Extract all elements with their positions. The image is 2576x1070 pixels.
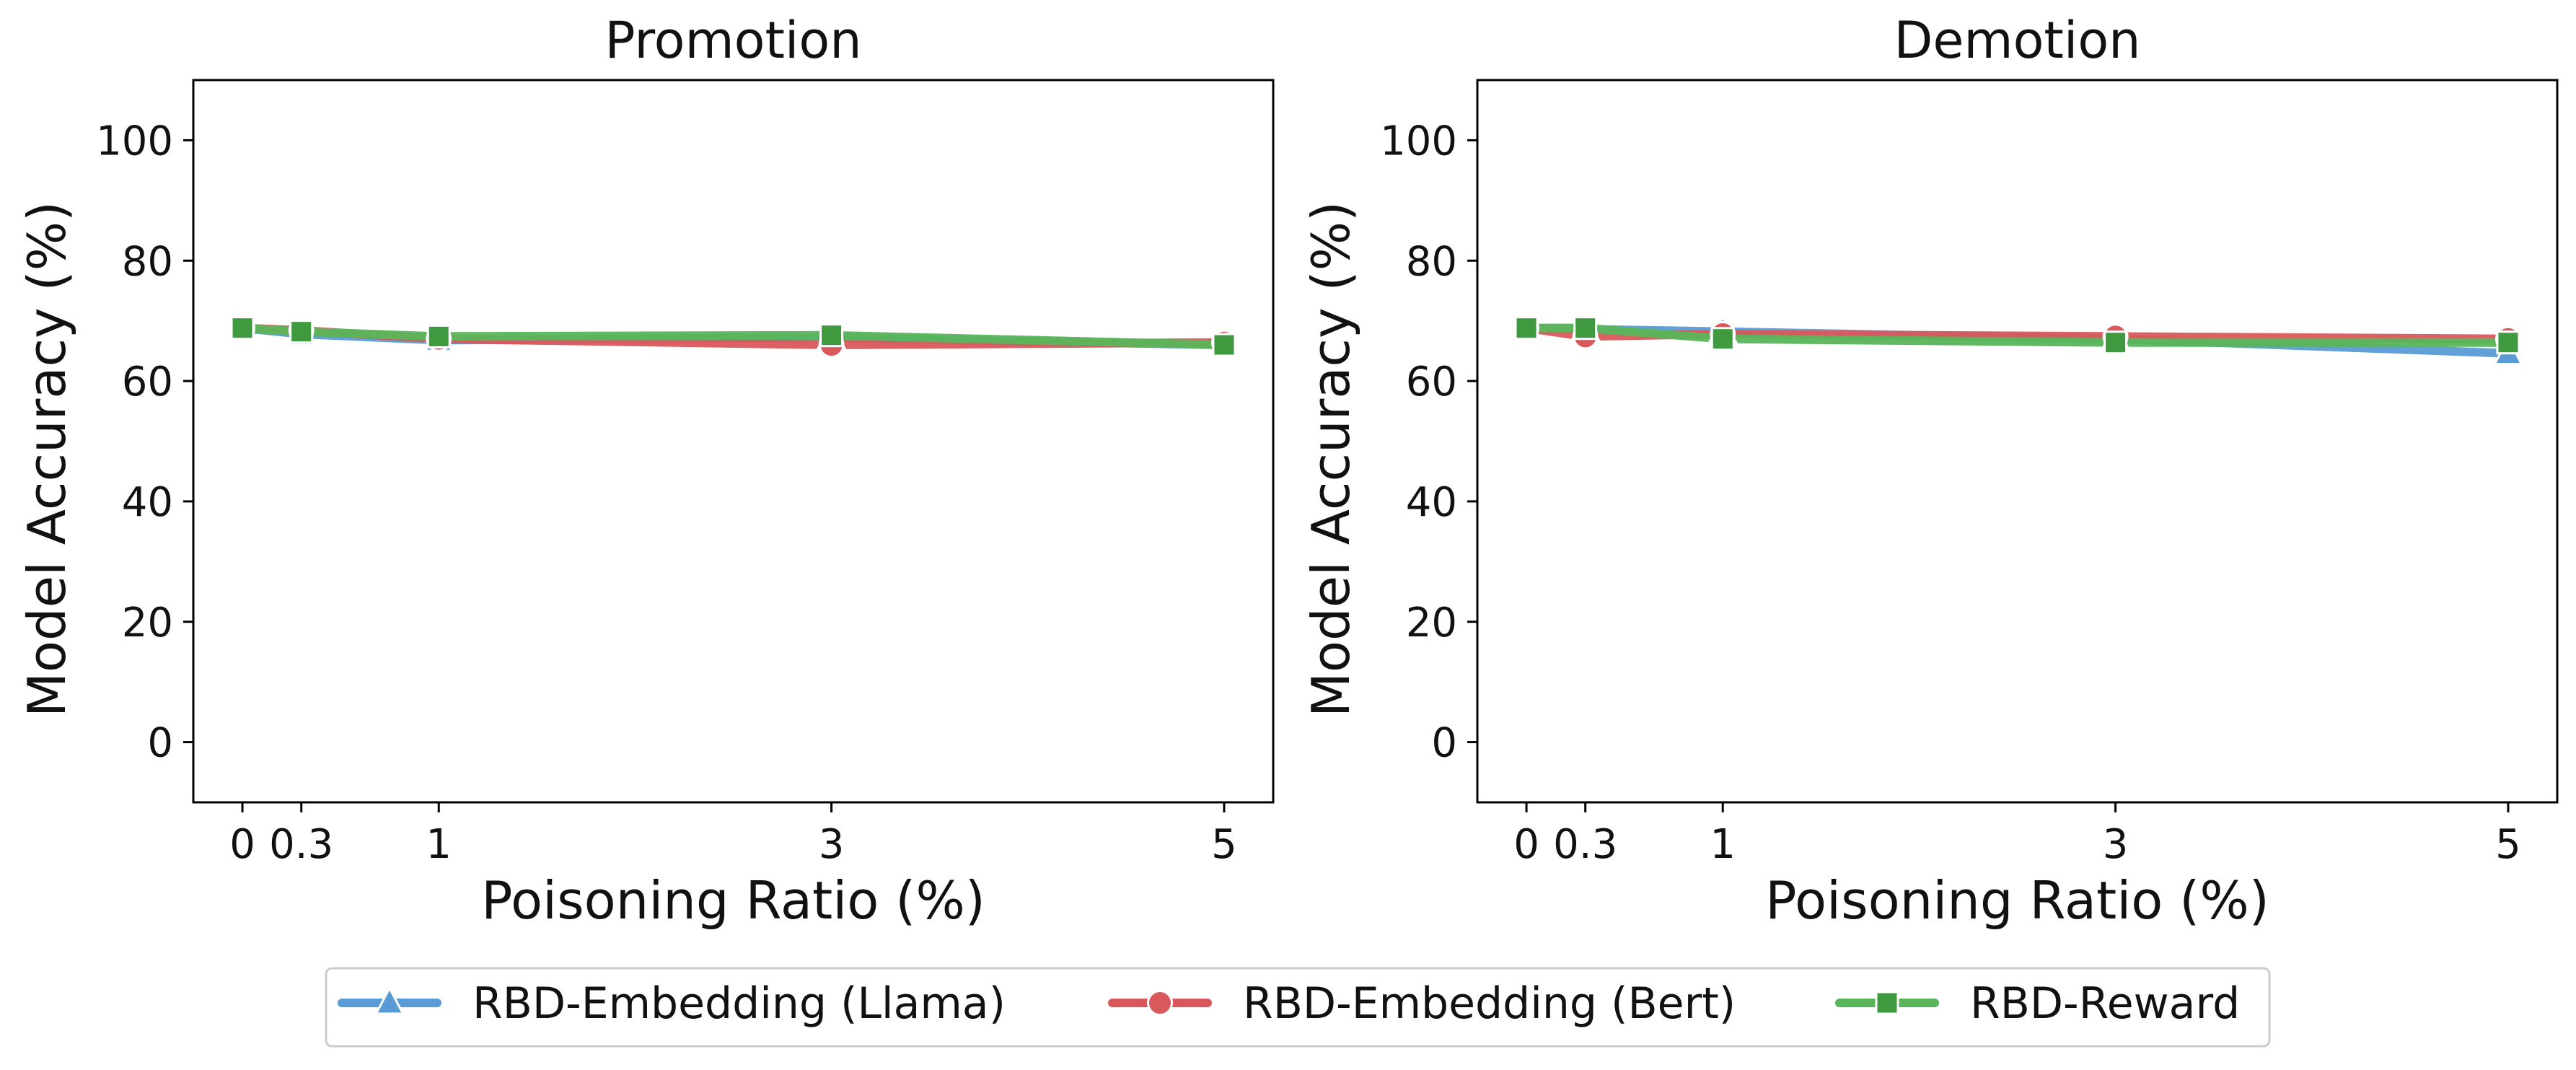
legend-label-llama: RBD-Embedding (Llama) [472,978,1006,1029]
data-point-reward [819,323,844,348]
y-tick-label: 100 [1380,118,1457,165]
legend-box [325,967,2271,1048]
data-point-reward [2496,330,2520,355]
data-point-reward [1573,316,1598,341]
x-tick-label: 3 [2103,821,2129,868]
y-tick-label: 20 [122,600,173,646]
y-tick-label: 100 [96,118,173,165]
x-tick-label: 0.3 [269,821,333,868]
x-tick-label: 0 [1513,821,1539,868]
legend-marker-llama [374,986,405,1015]
data-point-reward [426,324,451,348]
chart-title: Demotion [1894,11,2140,70]
data-point-reward [230,316,255,341]
y-tick-label: 0 [147,720,173,767]
x-tick-label: 1 [1710,821,1736,868]
data-point-reward [2104,330,2128,355]
x-tick-label: 1 [426,821,452,868]
data-point-reward [1514,316,1539,341]
x-tick-label: 3 [819,821,845,868]
y-tick-label: 40 [1406,479,1457,526]
y-tick-label: 60 [122,359,173,405]
legend: RBD-Embedding (Llama) RBD-Embedding (Bert… [325,967,2271,1048]
x-axis-label: Poisoning Ratio (%) [1765,870,2269,931]
legend-label-reward: RBD-Reward [1970,978,2240,1029]
x-tick-label: 5 [2495,821,2521,868]
data-point-reward [1710,327,1735,351]
promotion-panel: Promotion 0 20 40 60 80 100 0 0.3 1 3 5 Poisoning Ra… [17,11,1275,931]
legend-label-bert: RBD-Embedding (Bert) [1243,978,1736,1029]
x-tick-label: 0 [229,821,255,868]
y-tick-label: 20 [1406,600,1457,646]
y-axis-label: Model Accuracy (%) [1301,201,1361,717]
y-tick-label: 80 [122,238,173,285]
y-tick-label: 80 [1406,238,1457,285]
data-point-reward [1212,333,1236,357]
y-tick-label: 40 [122,479,173,526]
legend-marker-bert [1147,990,1173,1016]
legend-marker-reward [1875,991,1899,1015]
x-tick-label: 5 [1211,821,1237,868]
axes-frame [1476,79,2559,804]
y-axis-label: Model Accuracy (%) [17,201,77,717]
y-tick-label: 0 [1431,720,1457,767]
chart-title: Promotion [605,11,861,70]
axes-frame [192,79,1275,804]
x-tick-label: 0.3 [1553,821,1617,868]
x-axis-label: Poisoning Ratio (%) [481,870,985,931]
y-tick-label: 60 [1406,359,1457,405]
data-point-reward [289,320,314,344]
demotion-panel: Demotion 0 20 40 60 80 100 0 0.3 1 3 5 Poisoning Rat… [1301,11,2559,931]
